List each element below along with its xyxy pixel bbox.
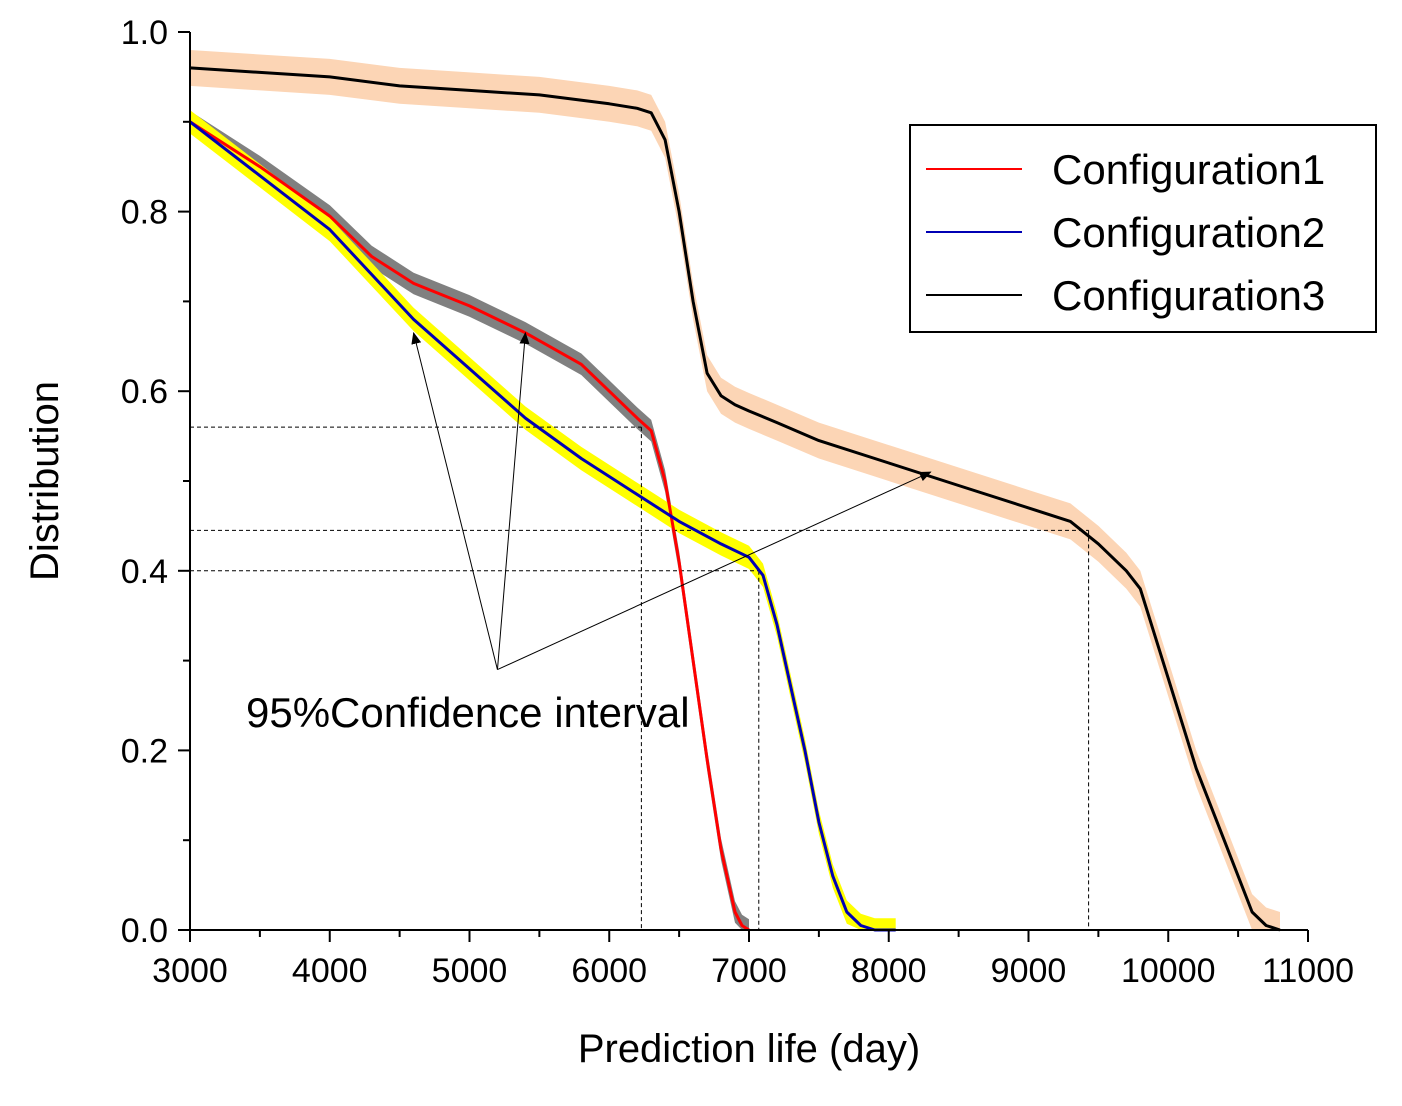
legend: Configuration1 Configuration2 Configuratio… — [909, 124, 1377, 333]
x-tick-label: 7000 — [711, 952, 787, 990]
axes: 3000 4000 5000 6000 7000 8000 9000 10000 11000 0.… — [23, 14, 1354, 1071]
y-tick-label: 0.6 — [121, 373, 168, 411]
annotation-arrow-3 — [497, 471, 932, 671]
x-tick-label: 3000 — [152, 952, 228, 990]
x-axis-title: Prediction life (day) — [578, 1027, 920, 1071]
y-tick-label: 1.0 — [121, 14, 168, 52]
legend-label-1: Configuration1 — [1052, 146, 1325, 193]
series-lines — [189, 66, 1281, 932]
reference-lines — [190, 426, 1090, 930]
x-tick-label: 4000 — [292, 952, 368, 990]
annotation-arrow-1 — [411, 331, 498, 670]
x-tick-label: 6000 — [571, 952, 647, 990]
y-tick-label: 0.8 — [121, 194, 168, 232]
y-tick-label: 0.2 — [121, 732, 168, 770]
series-line-3 — [189, 66, 1281, 932]
legend-label-2: Configuration2 — [1052, 209, 1325, 256]
annotation-arrow-2 — [496, 331, 530, 670]
y-tick-label: 0.0 — [121, 912, 168, 950]
y-tick-label: 0.4 — [121, 553, 168, 591]
series-line-1 — [189, 120, 750, 932]
x-tick-label: 9000 — [991, 952, 1067, 990]
legend-label-3: Configuration3 — [1052, 272, 1325, 319]
x-tick-label: 5000 — [432, 952, 508, 990]
legend-box — [909, 124, 1377, 333]
x-tick-label: 10000 — [1121, 952, 1216, 990]
annotation-text: 95%Confidence interval — [246, 689, 690, 736]
x-tick-label: 11000 — [1262, 952, 1354, 990]
x-tick-label: 8000 — [851, 952, 927, 990]
annotation: 95%Confidence interval — [246, 331, 932, 736]
y-axis-title: Distribution — [23, 381, 67, 581]
series-line-2 — [189, 120, 896, 932]
confidence-band-2 — [190, 110, 896, 931]
